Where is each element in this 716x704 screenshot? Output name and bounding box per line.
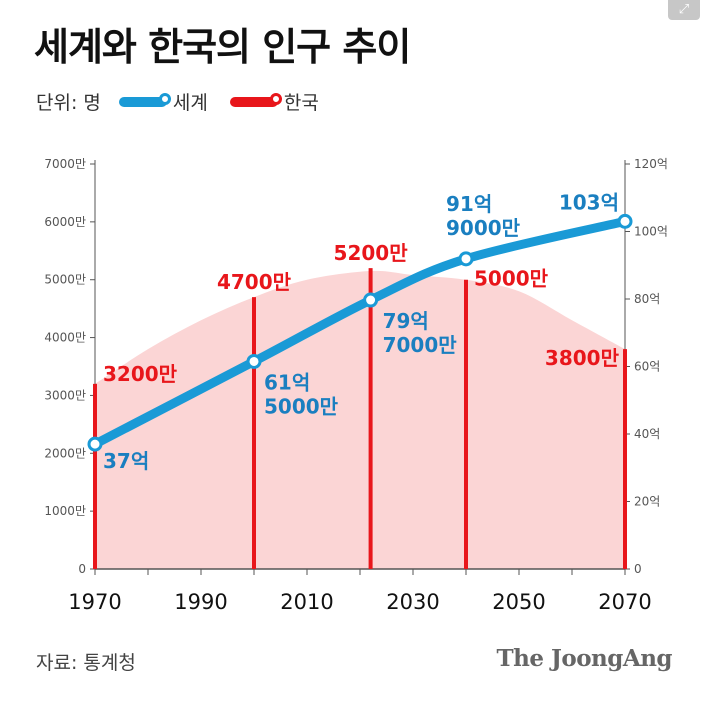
x-tick-label: 1970 bbox=[68, 590, 121, 614]
y-left-tick-label: 0 bbox=[78, 562, 86, 576]
expand-icon: ⤢ bbox=[678, 2, 690, 17]
y-right-tick-label: 80억 bbox=[634, 292, 660, 306]
korea-area-layer bbox=[95, 270, 625, 569]
source-note: 자료: 통계청 bbox=[36, 652, 136, 674]
korea-bars-layer bbox=[93, 268, 627, 569]
brand-logo: The JoongAng bbox=[496, 645, 673, 672]
legend: 단위: 명 세계 한국 bbox=[36, 88, 341, 115]
korea-data-label: 3200만 bbox=[103, 362, 178, 386]
world-data-label: 37억 bbox=[103, 449, 149, 473]
y-left-tick-label: 3000만 bbox=[44, 388, 86, 402]
world-swatch-icon bbox=[118, 92, 171, 107]
korea-data-label: 5200만 bbox=[334, 241, 409, 265]
x-tick-label: 1990 bbox=[174, 590, 227, 614]
legend-item-korea: 한국 bbox=[229, 88, 319, 115]
y-left-tick-label: 1000만 bbox=[44, 504, 86, 518]
world-point bbox=[87, 436, 103, 452]
x-tick-label: 2050 bbox=[492, 590, 545, 614]
legend-item-world: 세계 bbox=[118, 88, 208, 115]
expand-button[interactable]: ⤢ bbox=[668, 0, 700, 20]
world-data-label: 61억 5000만 bbox=[264, 370, 339, 418]
y-left-tick-label: 4000만 bbox=[44, 331, 86, 345]
world-point bbox=[246, 353, 262, 369]
world-data-label: 103억 bbox=[559, 190, 619, 214]
x-tick-label: 2070 bbox=[598, 590, 651, 614]
korea-swatch-icon bbox=[229, 92, 282, 107]
y-right-tick-label: 40억 bbox=[634, 427, 660, 441]
x-tick-label: 2030 bbox=[386, 590, 439, 614]
world-data-label-line: 7000만 bbox=[383, 333, 458, 357]
y-left-tick-label: 6000만 bbox=[44, 215, 86, 229]
world-data-label-line: 103억 bbox=[559, 190, 619, 214]
world-data-label-line: 5000만 bbox=[264, 394, 339, 418]
y-right-tick-label: 120억 bbox=[634, 157, 668, 171]
world-point bbox=[617, 213, 633, 229]
korea-data-label: 5000만 bbox=[474, 267, 549, 291]
korea-data-label: 3800만 bbox=[545, 346, 620, 370]
y-right-tick-label: 100억 bbox=[634, 225, 668, 239]
unit-label: 단위: 명 bbox=[36, 92, 101, 114]
y-left-tick-label: 5000만 bbox=[44, 273, 86, 287]
korea-area bbox=[95, 270, 625, 569]
world-point bbox=[363, 292, 379, 308]
world-data-label-line: 37억 bbox=[103, 449, 149, 473]
world-data-label: 79억 7000만 bbox=[383, 309, 458, 357]
world-point bbox=[458, 251, 474, 267]
y-right-tick-label: 60억 bbox=[634, 360, 660, 374]
world-data-label: 91억 9000만 bbox=[446, 192, 521, 240]
page-title: 세계와 한국의 인구 추이 bbox=[34, 25, 411, 69]
y-right-tick-label: 20억 bbox=[634, 495, 660, 509]
legend-korea-label: 한국 bbox=[283, 92, 319, 114]
y-left-tick-label: 2000만 bbox=[44, 446, 86, 460]
world-data-label-line: 91억 bbox=[446, 192, 492, 216]
y-left-tick-label: 7000만 bbox=[44, 157, 86, 171]
korea-data-label: 4700만 bbox=[217, 270, 292, 294]
y-right-tick-label: 0 bbox=[634, 562, 642, 576]
world-data-label-line: 61억 bbox=[264, 370, 310, 394]
legend-world-label: 세계 bbox=[172, 92, 208, 114]
x-tick-label: 2010 bbox=[280, 590, 333, 614]
world-line-layer bbox=[87, 213, 633, 452]
world-data-label-line: 9000만 bbox=[446, 216, 521, 240]
world-data-label-line: 79억 bbox=[383, 309, 429, 333]
